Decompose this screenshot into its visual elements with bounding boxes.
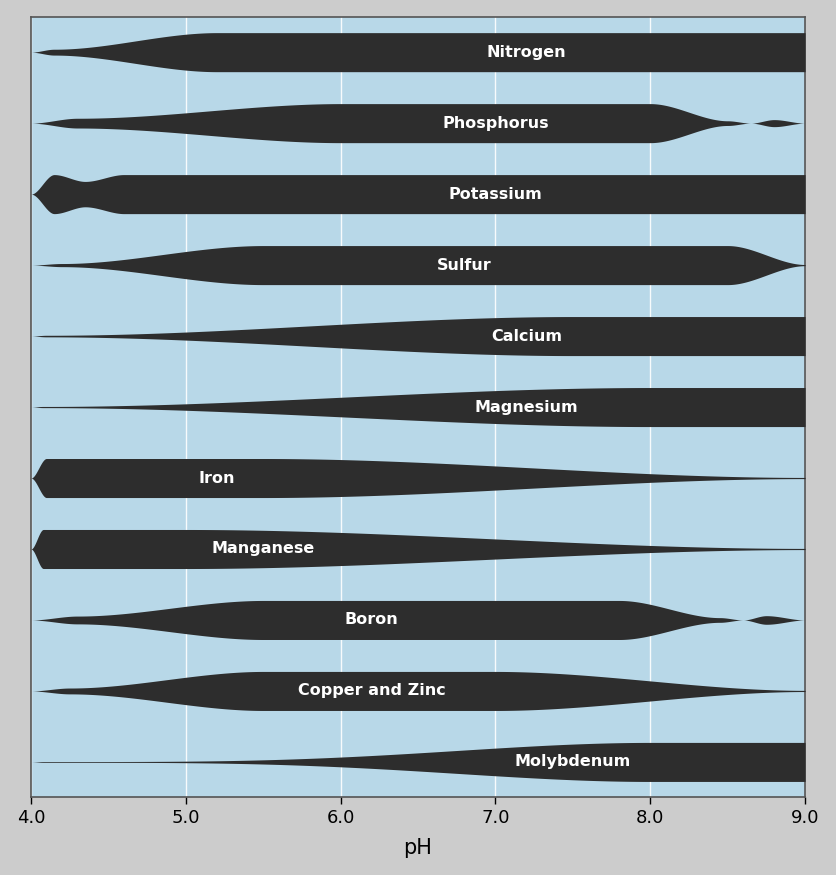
Text: Iron: Iron [198,471,235,486]
Text: Copper and Zinc: Copper and Zinc [298,683,446,698]
Text: Sulfur: Sulfur [437,257,492,273]
Text: Boron: Boron [344,612,399,627]
Text: Manganese: Manganese [212,542,315,556]
Text: Molybdenum: Molybdenum [515,754,631,769]
X-axis label: pH: pH [404,838,432,858]
Text: Calcium: Calcium [491,329,562,344]
Text: Phosphorus: Phosphorus [442,116,548,130]
Text: Magnesium: Magnesium [475,400,579,415]
Text: Potassium: Potassium [449,186,543,201]
Text: Nitrogen: Nitrogen [487,45,566,60]
